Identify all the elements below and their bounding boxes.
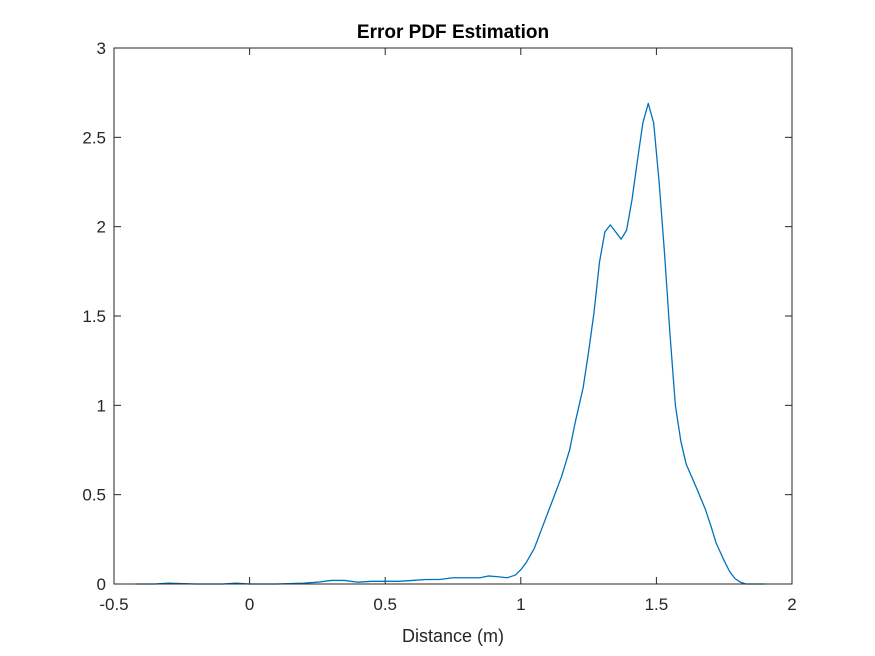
x-tick-label: 1.5 (645, 595, 669, 614)
plot-background (114, 48, 792, 584)
chart-title: Error PDF Estimation (357, 22, 549, 43)
x-tick-label: 1 (516, 595, 525, 614)
x-tick-label: 0.5 (373, 595, 397, 614)
x-tick-label: -0.5 (99, 595, 128, 614)
y-tick-label: 2.5 (82, 128, 106, 147)
axes-box (113, 47, 793, 585)
series-layer (135, 102, 765, 585)
y-axis: 0 0.5 1 1.5 2 2.5 3 (82, 39, 792, 594)
y-tick-label: 3 (97, 39, 106, 58)
y-tick-label: 0 (97, 575, 106, 594)
axes-frame (113, 47, 793, 585)
y-tick-label: 1 (97, 396, 106, 415)
x-tick-label: 0 (245, 595, 254, 614)
x-axis: -0.5 0 0.5 1 1.5 2 (99, 48, 797, 614)
x-axis-label: Distance (m) (402, 626, 504, 646)
y-tick-label: 0.5 (82, 486, 106, 505)
series-line-0 (135, 102, 765, 585)
x-tick-label: 2 (787, 595, 796, 614)
y-tick-label: 2 (97, 218, 106, 237)
y-tick-label: 1.5 (82, 307, 106, 326)
plot-area (114, 48, 792, 584)
